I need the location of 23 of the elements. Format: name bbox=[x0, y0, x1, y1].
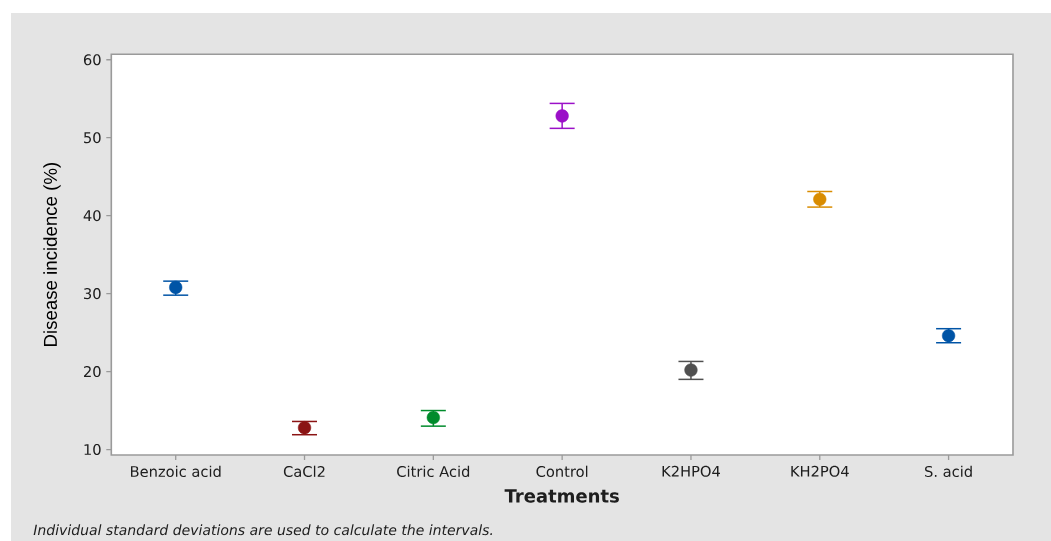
point bbox=[426, 411, 440, 425]
point bbox=[684, 363, 698, 377]
point bbox=[555, 109, 569, 123]
y-axis-title: Disease incidence (%) bbox=[43, 162, 61, 346]
x-tick-label: CaCl2 bbox=[283, 465, 325, 478]
text: Individual standard deviations are used to calculate the intervals. bbox=[33, 524, 493, 536]
y-tick-label: 40 bbox=[83, 210, 101, 222]
x-tick-label: Control bbox=[536, 465, 588, 478]
y-tick-label: 10 bbox=[84, 443, 101, 456]
x-tick-label: K2HPO4 bbox=[662, 465, 720, 477]
point bbox=[942, 329, 956, 343]
x-tick-label: S. acid bbox=[925, 465, 972, 478]
x-tick-label: Citric Acid bbox=[397, 465, 470, 478]
y-tick-label: 20 bbox=[84, 366, 101, 378]
point bbox=[169, 280, 183, 294]
y-tick-label: 50 bbox=[84, 132, 101, 144]
y-tick-label: 30 bbox=[84, 288, 101, 300]
point bbox=[813, 192, 827, 206]
x-axis-title: Treatments bbox=[504, 489, 619, 503]
x-tick-label: Benzoic acid bbox=[131, 465, 221, 478]
y-tick-label: 60 bbox=[83, 54, 101, 66]
point bbox=[297, 421, 312, 435]
x-tick-label: KH2PO4 bbox=[791, 465, 849, 477]
